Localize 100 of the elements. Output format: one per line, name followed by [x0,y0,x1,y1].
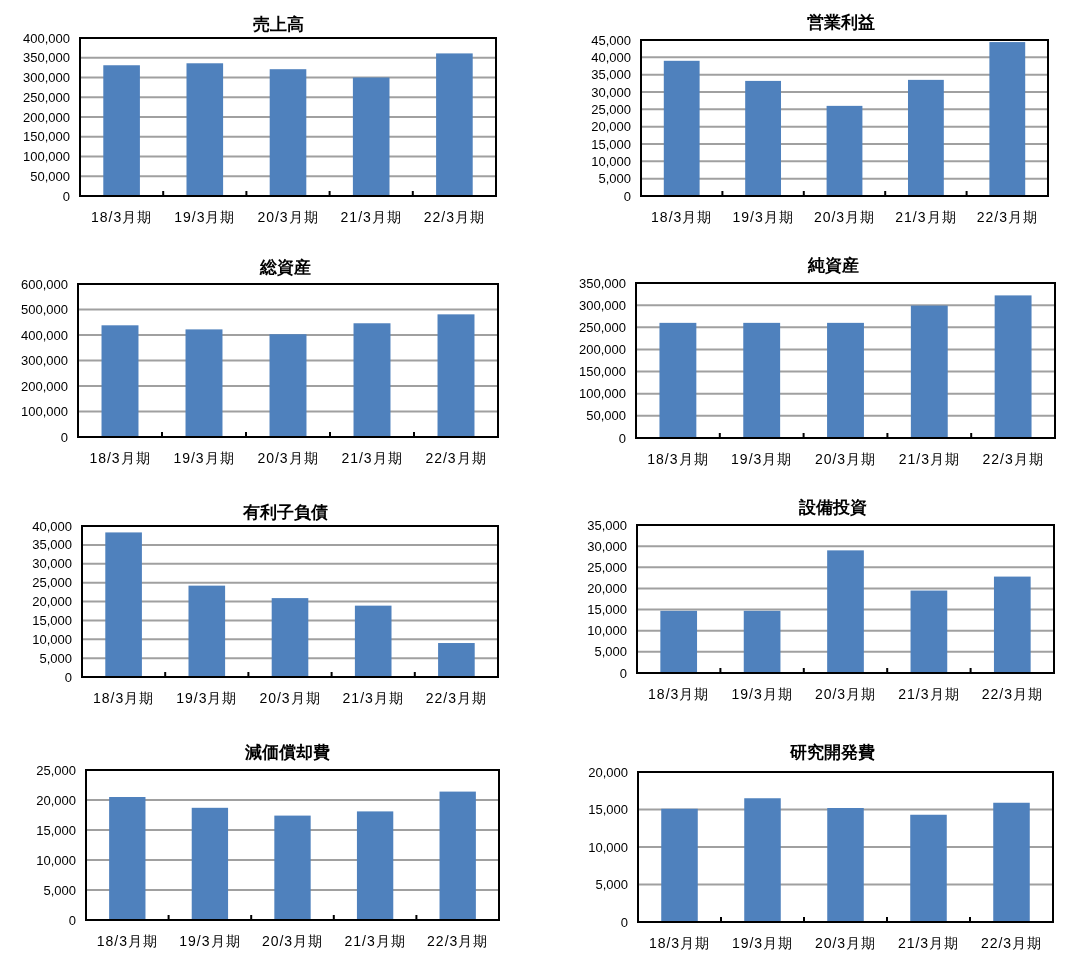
x-tick-label: 21/3月期 [342,690,404,706]
x-tick-label: 21/3月期 [897,935,960,951]
y-tick-label: 500,000 [21,302,68,317]
x-tick-label: 21/3月期 [895,209,957,225]
x-tick-label: 19/3月期 [731,451,793,467]
y-tick-label: 0 [64,669,72,685]
y-tick-label: 50,000 [586,408,626,424]
x-tick-label: 21/3月期 [341,450,403,466]
y-tick-label: 600,000 [21,276,68,292]
x-tick-label: 22/3月期 [425,690,487,706]
x-tick-label: 22/3月期 [976,209,1038,225]
y-tick-label: 0 [623,188,631,204]
x-tick-label: 22/3月期 [427,933,489,949]
y-tick-label: 25,000 [36,762,76,778]
x-tick-label: 19/3月期 [731,935,794,951]
y-tick-label: 150,000 [23,129,70,145]
y-tick-label: 200,000 [21,378,68,394]
title: 営業利益 [807,12,875,32]
y-tick-label: 200,000 [23,109,70,125]
y-tick-label: 0 [68,912,76,928]
y-tick-label: 5,000 [43,882,76,898]
y-tick-label: 15,000 [36,822,76,838]
x-tick-label: 18/3月期 [89,450,151,466]
x-tick-label: 22/3月期 [425,450,487,466]
y-tick-label: 350,000 [23,50,70,66]
y-tick-label: 25,000 [591,101,631,117]
y-tick-label: 35,000 [587,517,627,533]
y-tick-label: 15,000 [32,612,72,628]
title: 売上高 [252,14,304,34]
y-tick-label: 400,000 [23,30,70,46]
y-tick-label: 45,000 [591,32,631,48]
x-tick-label: 22/3月期 [980,935,1043,951]
x-tick-label: 20/3月期 [814,686,877,702]
y-tick-label: 35,000 [32,537,72,553]
x-tick-label: 18/3月期 [648,686,710,702]
x-tick-label: 20/3月期 [814,451,877,467]
x-tick-label: 20/3月期 [259,690,321,706]
y-tick-label: 0 [60,429,68,445]
y-tick-label: 10,000 [588,839,628,855]
x-tick-label: 22/3月期 [423,209,485,225]
title: 有利子負債 [242,502,328,522]
x-tick-label: 19/3月期 [176,690,238,706]
y-tick-label: 20,000 [32,594,72,609]
y-tick-label: 300,000 [21,353,68,368]
y-tick-label: 250,000 [23,89,70,105]
x-tick-label: 20/3月期 [257,209,319,225]
y-tick-label: 40,000 [591,49,631,65]
x-tick-label: 19/3月期 [174,209,236,225]
y-tick-label: 100,000 [21,404,68,419]
title: 純資産 [807,255,859,275]
y-tick-label: 10,000 [36,852,76,868]
x-tick-label: 21/3月期 [898,451,960,467]
y-tick-label: 30,000 [32,556,72,572]
y-tick-label: 25,000 [32,575,72,591]
y-tick-label: 15,000 [591,136,631,152]
x-tick-label: 19/3月期 [732,209,794,225]
y-tick-label: 30,000 [587,538,627,554]
title: 研究開発費 [789,742,875,762]
x-tick-label: 20/3月期 [261,933,324,949]
x-tick-label: 21/3月期 [344,933,406,949]
x-tick-label: 22/3月期 [981,686,1043,702]
x-tick-label: 19/3月期 [179,933,241,949]
x-tick-label: 20/3月期 [257,450,319,466]
y-tick-label: 100,000 [579,386,626,402]
y-tick-label: 5,000 [595,877,628,892]
y-tick-label: 400,000 [21,327,68,343]
x-tick-label: 21/3月期 [340,209,402,225]
y-tick-label: 200,000 [579,341,626,357]
x-tick-label: 18/3月期 [90,209,153,225]
x-tick-label: 18/3月期 [96,933,158,949]
x-tick-label: 20/3月期 [814,935,877,951]
y-tick-label: 35,000 [591,67,631,83]
y-tick-label: 10,000 [591,153,631,169]
y-tick-label: 10,000 [32,631,72,647]
title: 減価償却費 [244,742,330,762]
y-tick-label: 15,000 [587,602,627,618]
x-tick-label: 20/3月期 [813,209,876,225]
y-tick-label: 0 [62,188,70,204]
y-tick-label: 50,000 [30,168,70,184]
x-tick-label: 18/3月期 [648,935,711,951]
title: 設備投資 [799,497,867,517]
y-tick-label: 350,000 [579,275,626,291]
y-tick-label: 25,000 [587,559,627,575]
y-tick-label: 300,000 [23,70,70,85]
x-tick-label: 19/3月期 [731,686,793,702]
y-tick-label: 20,000 [591,119,631,135]
y-tick-label: 0 [619,665,627,681]
title: 総資産 [259,257,311,277]
x-tick-label: 19/3月期 [173,450,235,466]
y-tick-label: 0 [620,914,628,930]
y-tick-label: 0 [618,430,626,446]
y-tick-label: 5,000 [594,644,627,660]
y-tick-label: 20,000 [587,580,627,596]
x-tick-label: 18/3月期 [92,690,155,706]
y-tick-label: 5,000 [598,171,631,187]
y-tick-label: 10,000 [587,623,627,639]
y-tick-label: 5,000 [39,650,72,666]
y-tick-label: 30,000 [591,84,631,100]
y-tick-label: 300,000 [579,297,626,313]
x-tick-label: 22/3月期 [982,451,1044,467]
